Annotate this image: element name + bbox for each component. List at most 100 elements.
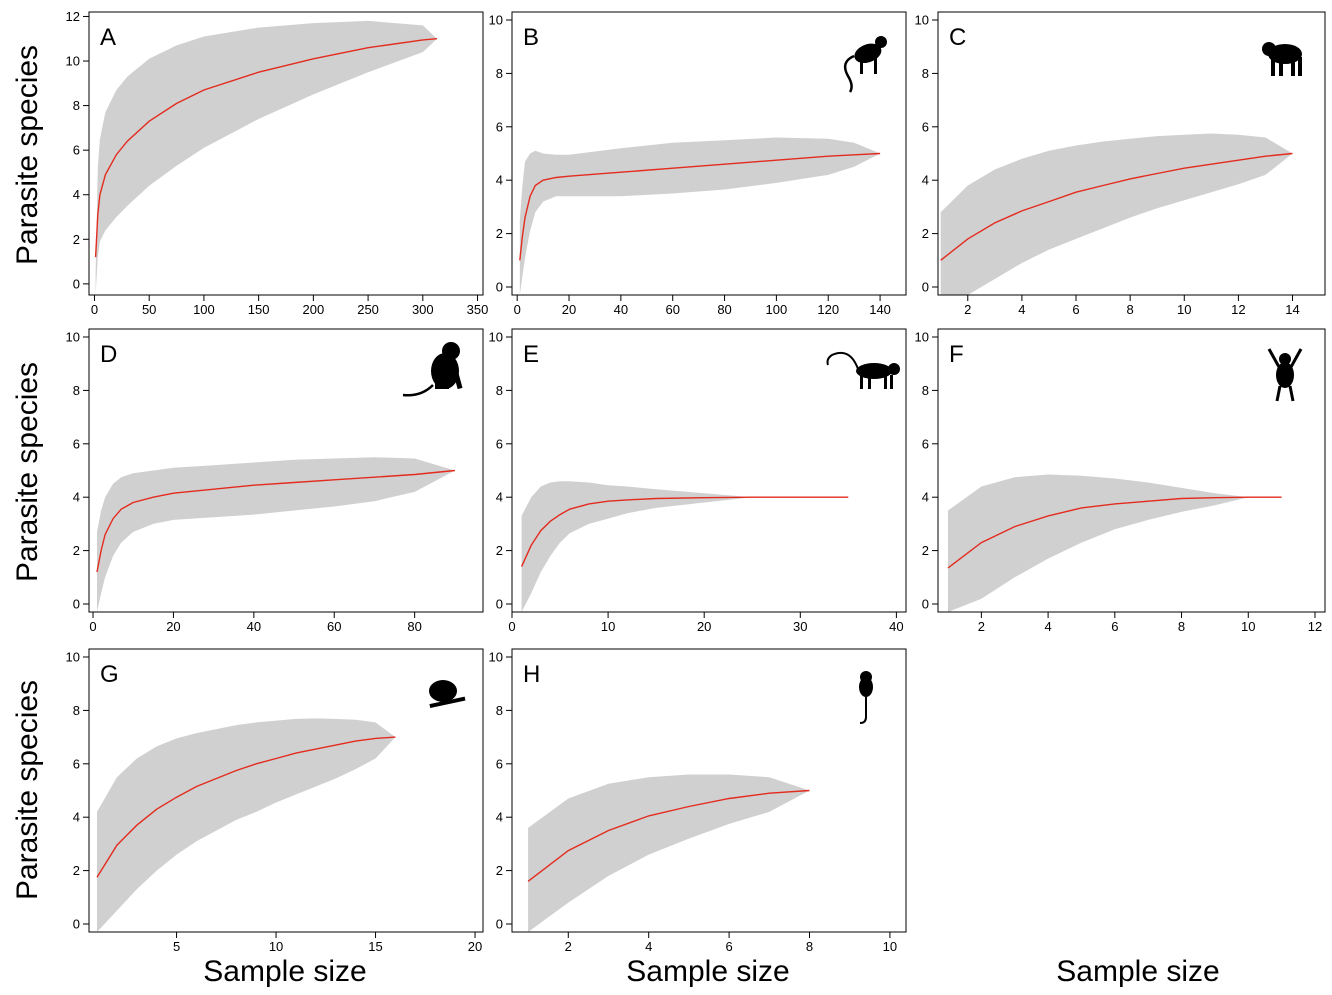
rarefaction-curve xyxy=(947,496,1282,569)
y-tick-label: 10 xyxy=(915,13,929,28)
y-tick-label: 4 xyxy=(73,810,80,825)
panel-frame xyxy=(937,11,1326,296)
x-tick-label: 2 xyxy=(964,302,971,317)
rarefaction-curve xyxy=(940,152,1293,261)
y-tick-label: 0 xyxy=(922,279,929,294)
x-tick-label: 0 xyxy=(91,302,98,317)
panel-H: 2 4 6 8 10 0 2 4 6 8 10 H xyxy=(489,648,907,954)
x-tick-label: 2 xyxy=(565,939,572,954)
y-tick-label: 2 xyxy=(496,226,503,241)
y-tick-label: 10 xyxy=(489,650,503,665)
x-tick-label: 60 xyxy=(327,619,341,634)
y-tick-label: 10 xyxy=(489,330,503,345)
icon-head xyxy=(1279,353,1291,365)
x-tick-label: 20 xyxy=(166,619,180,634)
y-tick-label: 2 xyxy=(496,863,503,878)
icon-head xyxy=(888,363,900,375)
icon-body xyxy=(431,353,459,389)
icon-leg xyxy=(1291,59,1295,76)
icon-body xyxy=(859,677,873,697)
y-tick-label: 8 xyxy=(73,703,80,718)
x-tick-label: 350 xyxy=(467,302,489,317)
icon-leg xyxy=(1288,385,1295,402)
panel-letter: A xyxy=(100,24,116,51)
x-tick-label: 8 xyxy=(1178,619,1185,634)
icon-head xyxy=(1262,42,1276,56)
x-tick-label: 8 xyxy=(1127,302,1134,317)
y-tick-label: 8 xyxy=(73,383,80,398)
y-tick-label: 6 xyxy=(73,143,80,158)
panel-C: 2 4 6 8 10 12 14 0 2 4 6 8 10 C xyxy=(915,11,1326,317)
panel-G: 5 10 15 20 0 2 4 6 8 10 G xyxy=(66,648,484,954)
icon-leg xyxy=(1275,385,1282,402)
y-tick-label: 0 xyxy=(496,916,503,931)
confidence-band xyxy=(95,20,437,295)
y-tick-label: 4 xyxy=(73,187,80,202)
x-tick-label: 50 xyxy=(142,302,156,317)
y-tick-label: 8 xyxy=(922,66,929,81)
icon-head xyxy=(442,342,460,360)
panel-D: 0 20 40 60 80 0 2 4 6 8 10 D xyxy=(66,328,484,634)
icon-arm xyxy=(451,366,463,390)
y-tick-label: 0 xyxy=(73,596,80,611)
x-tick-label: 80 xyxy=(407,619,421,634)
x-tick-label: 30 xyxy=(793,619,807,634)
icon-arm xyxy=(1289,348,1303,368)
x-tick-label: 140 xyxy=(869,302,891,317)
x-axis-label-col-3: Sample size xyxy=(1056,955,1220,988)
rarefaction-curve xyxy=(519,152,881,261)
monkey-sitting-icon xyxy=(402,342,463,397)
confidence-band xyxy=(948,474,1282,612)
panel-letter: F xyxy=(949,341,964,368)
y-tick-label: 2 xyxy=(922,543,929,558)
panel-frame xyxy=(511,11,907,296)
panel-letter: E xyxy=(523,341,539,368)
icon-leg xyxy=(860,375,863,389)
y-tick-label: 0 xyxy=(922,596,929,611)
x-tick-label: 150 xyxy=(248,302,270,317)
icon-tail xyxy=(859,697,867,724)
x-tick-label: 20 xyxy=(697,619,711,634)
x-tick-label: 6 xyxy=(1111,619,1118,634)
x-tick-label: 12 xyxy=(1231,302,1245,317)
y-tick-label: 0 xyxy=(496,596,503,611)
y-tick-label: 10 xyxy=(66,330,80,345)
y-tick-label: 6 xyxy=(922,119,929,134)
monkey-climbing-icon xyxy=(843,36,887,93)
confidence-band xyxy=(97,718,396,932)
y-tick-label: 2 xyxy=(496,543,503,558)
confidence-band xyxy=(97,457,455,612)
y-tick-label: 12 xyxy=(66,9,80,24)
y-tick-label: 10 xyxy=(66,54,80,69)
icon-branch xyxy=(429,696,466,709)
confidence-band xyxy=(528,774,810,932)
y-tick-label: 6 xyxy=(496,756,503,771)
x-tick-label: 10 xyxy=(601,619,615,634)
x-tick-label: 60 xyxy=(665,302,679,317)
x-tick-label: 10 xyxy=(1241,619,1255,634)
icon-head xyxy=(860,671,872,683)
x-tick-label: 4 xyxy=(645,939,652,954)
x-tick-label: 6 xyxy=(725,939,732,954)
x-tick-label: 15 xyxy=(368,939,382,954)
y-tick-label: 6 xyxy=(496,119,503,134)
x-tick-label: 4 xyxy=(1044,619,1051,634)
confidence-band xyxy=(940,133,1293,295)
y-tick-label: 4 xyxy=(496,173,503,188)
y-tick-label: 6 xyxy=(73,436,80,451)
icon-arm xyxy=(874,56,877,74)
x-tick-label: 250 xyxy=(357,302,379,317)
panel-F: 2 4 6 8 10 12 0 2 4 6 8 10 F xyxy=(915,328,1326,634)
icon-leg xyxy=(435,383,449,389)
x-tick-label: 40 xyxy=(889,619,903,634)
macaque-standing-icon xyxy=(1262,42,1302,76)
y-tick-label: 0 xyxy=(73,276,80,291)
icon-head xyxy=(875,36,887,48)
icon-arm xyxy=(1267,348,1281,368)
x-tick-label: 300 xyxy=(412,302,434,317)
y-tick-label: 8 xyxy=(496,383,503,398)
y-tick-label: 4 xyxy=(496,490,503,505)
icon-body xyxy=(1276,362,1294,388)
x-tick-label: 40 xyxy=(247,619,261,634)
y-tick-label: 0 xyxy=(496,279,503,294)
